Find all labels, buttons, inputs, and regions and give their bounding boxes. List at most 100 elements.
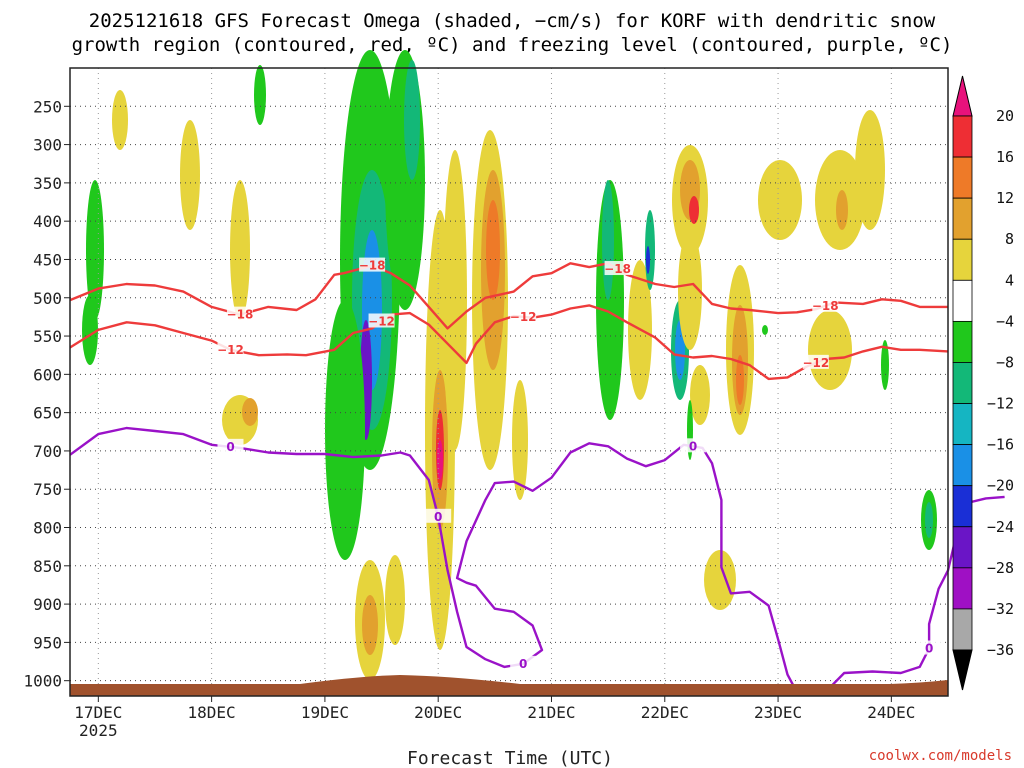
dgz-contour-label-bg <box>802 354 829 369</box>
omega-shade-blob <box>602 180 614 300</box>
freezing-level-contour-label-bg <box>510 655 537 670</box>
x-tick-sublabel: 2025 <box>79 721 118 740</box>
y-tick-label: 700 <box>33 442 62 461</box>
y-tick-label: 550 <box>33 327 62 346</box>
omega-shade-blob <box>112 90 128 150</box>
omega-shade-blob <box>325 300 365 560</box>
omega-shade-blob <box>443 150 467 450</box>
colorbar-swatch <box>952 115 973 158</box>
x-tick-label: 18DEC <box>188 703 236 722</box>
x-tick-label: 19DEC <box>301 703 349 722</box>
dgz-contour-label-bg <box>812 297 839 312</box>
omega-shade-blob <box>230 180 250 320</box>
colorbar-swatch <box>952 320 973 363</box>
omega-shade-blob <box>646 246 650 274</box>
y-tick-label: 500 <box>33 289 62 308</box>
omega-shade-blob <box>808 310 852 390</box>
colorbar-label: 12 <box>996 189 1014 207</box>
omega-shade-blob <box>689 196 699 224</box>
grid <box>70 68 948 696</box>
dgz-contour-label-bg <box>510 308 537 323</box>
y-tick-label: 450 <box>33 250 62 269</box>
omega-shade-blob <box>881 340 889 390</box>
y-tick-label: 850 <box>33 557 62 576</box>
colorbar-swatch <box>952 444 973 487</box>
freezing-level-contour-label-bg <box>680 438 707 453</box>
colorbar-label: 16 <box>996 148 1014 166</box>
terrain-strip <box>70 675 948 696</box>
omega-shade-blob <box>180 120 200 230</box>
omega-shade-blob <box>486 200 500 300</box>
colorbar-label: −16 <box>987 436 1014 454</box>
dgz-contour-label-bg <box>226 306 253 321</box>
freezing-level-contour-label-bg <box>217 438 244 453</box>
omega-shade-blob <box>82 295 98 365</box>
omega-shade-blob <box>385 50 425 310</box>
y-tick-label: 750 <box>33 480 62 499</box>
freezing-level-contour-label: 0 <box>226 440 234 454</box>
chart-title-line-2: growth region (contoured, red, ºC) and f… <box>72 34 953 56</box>
y-tick-label: 400 <box>33 212 62 231</box>
y-tick-label: 650 <box>33 404 62 423</box>
colorbar-label: −24 <box>987 518 1014 536</box>
colorbar-label: −28 <box>987 559 1014 577</box>
colorbar-label: 4 <box>1005 271 1014 289</box>
freezing-level-contour-label-bg <box>425 508 452 523</box>
omega-shade-blob <box>645 210 655 290</box>
y-tick-label: 300 <box>33 136 62 155</box>
colorbar-swatch <box>952 608 973 651</box>
x-tick-label: 22DEC <box>641 703 689 722</box>
dgz-contour-line <box>69 262 948 330</box>
y-tick-label: 1000 <box>23 672 62 691</box>
dgz-contour-label-bg <box>368 313 395 328</box>
y-axis: 250 300 350 400 450 500 550 600 650 700 750 800 850 9… <box>23 97 70 691</box>
colorbar-swatch <box>952 526 973 569</box>
colorbar-label: −36 <box>987 641 1014 659</box>
dgz-contour-label: −12 <box>368 314 395 328</box>
dgz-contour-label: −12 <box>510 310 537 324</box>
omega-shade-blob <box>836 190 848 230</box>
y-tick-label: 800 <box>33 519 62 538</box>
dgz-contour-label-bg <box>217 341 244 356</box>
colorbar-label: −12 <box>987 395 1014 413</box>
omega-shade-blob <box>512 380 528 500</box>
freezing-level-contour-line <box>824 495 1005 694</box>
freezing-level-contour-label: 0 <box>925 642 933 656</box>
plot-frame <box>69 67 949 697</box>
y-tick-label: 900 <box>33 595 62 614</box>
omega-shade-blob <box>601 320 619 400</box>
colorbar-swatch <box>952 238 973 281</box>
dgz-contour-label-bg <box>604 261 631 276</box>
omega-shade-blob <box>690 365 710 425</box>
omega-shade-blob <box>855 110 885 230</box>
omega-shade-blob <box>362 595 378 655</box>
y-tick-label: 350 <box>33 174 62 193</box>
omega-shade-blob <box>404 60 420 180</box>
colorbar-swatch <box>952 362 973 404</box>
omega-shade-blob <box>242 398 258 426</box>
colorbar-swatch <box>952 156 973 199</box>
omega-shade-blob <box>762 325 768 335</box>
omega-shade-blob <box>758 160 802 240</box>
colorbar-swatch <box>952 403 973 446</box>
terrain-surface <box>70 675 948 696</box>
freezing-level-contour-label: 0 <box>434 510 442 524</box>
colorbar-swatch <box>952 197 973 240</box>
colorbar-label: −4 <box>996 312 1014 330</box>
freezing-level-contour-label: 0 <box>519 657 527 671</box>
x-tick-label: 17DEC <box>74 703 122 722</box>
omega-shade-blob <box>254 65 266 125</box>
dgz-contour-label-bg <box>359 257 386 272</box>
y-tick-label: 950 <box>33 633 62 652</box>
omega-shade-blob <box>704 550 736 610</box>
x-tick-label: 23DEC <box>754 703 802 722</box>
colorbar-swatch <box>952 485 973 528</box>
colorbar-bottom-arrow <box>952 649 973 691</box>
chart-title-line-1: 2025121618 GFS Forecast Omega (shaded, −… <box>89 10 936 32</box>
freezing-level-contour-line <box>69 426 798 693</box>
colorbar-label: −32 <box>987 600 1014 618</box>
freezing-level-contour-label-bg <box>916 640 943 655</box>
freezing-level-contour-label: 0 <box>689 439 697 453</box>
